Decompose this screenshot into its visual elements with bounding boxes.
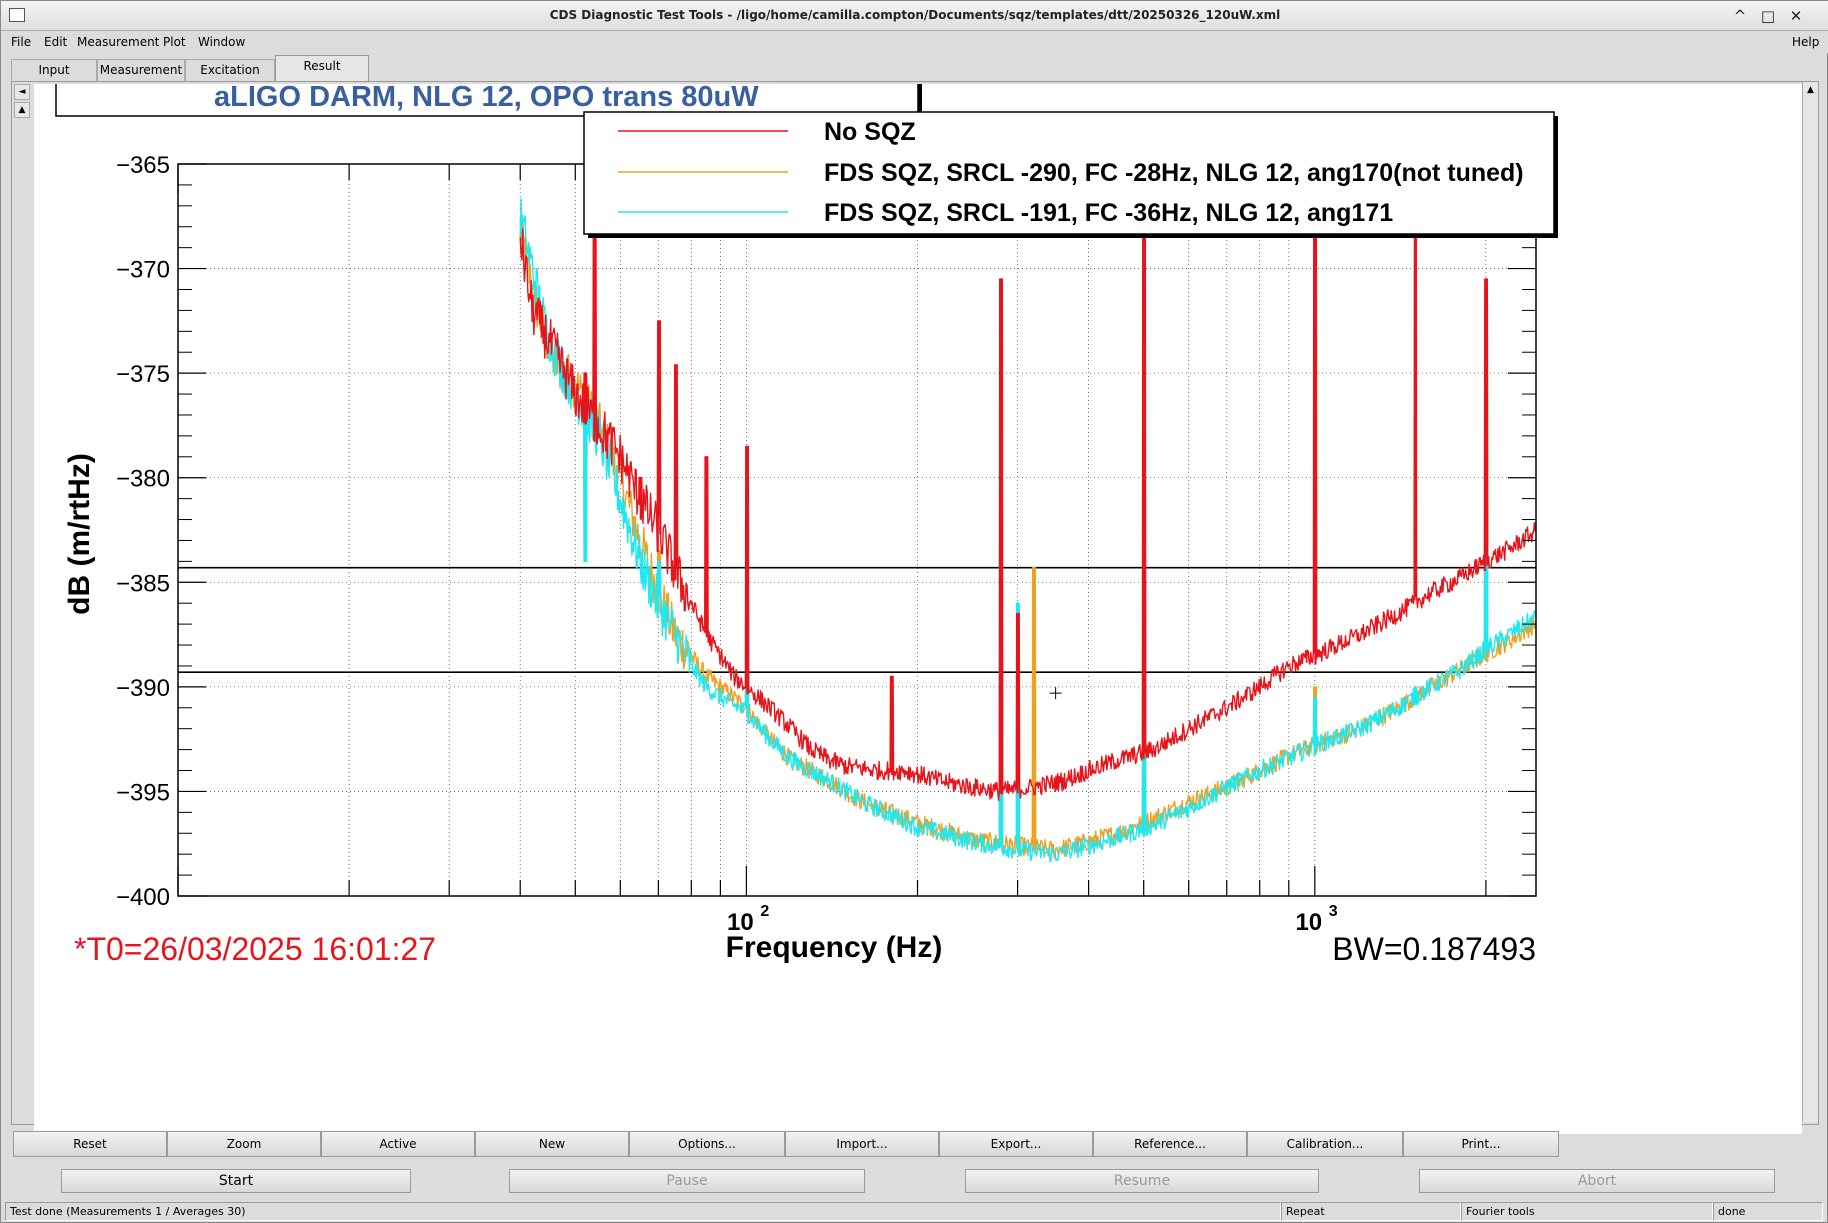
calibration-button[interactable]: Calibration...: [1247, 1131, 1403, 1157]
close-button[interactable]: ✕: [1789, 7, 1803, 25]
t0-annotation: *T0=26/03/2025 16:01:27: [74, 931, 436, 967]
plot-title-box: aLIGO DARM, NLG 12, OPO trans 80uW: [55, 77, 922, 118]
legend-label-no-sqz: No SQZ: [824, 118, 916, 146]
menu-bar: File Edit Measurement Plot Window Help: [1, 31, 1828, 53]
plot-button-row: Reset Zoom Active New Options... Import.…: [13, 1131, 1819, 1157]
y-tick-label: −400: [116, 884, 170, 911]
menu-help[interactable]: Help: [1792, 35, 1820, 49]
y-tick-label: −395: [116, 779, 170, 806]
y-axis-label: dB (m/rtHz): [63, 453, 96, 615]
threshold-lines: [178, 566, 1536, 674]
pad-left-arrow-icon[interactable]: ◄: [14, 84, 30, 100]
status-bar: Test done (Measurements 1 / Averages 30)…: [1, 1201, 1828, 1223]
legend: No SQZ FDS SQZ, SRCL -290, FC -28Hz, NLG…: [583, 111, 1558, 238]
tab-measurement[interactable]: Measurement: [97, 59, 185, 81]
legend-label-fds-sqz-290: FDS SQZ, SRCL -290, FC -28Hz, NLG 12, an…: [824, 159, 1524, 187]
tab-excitation[interactable]: Excitation: [185, 59, 275, 81]
title-bar: CDS Diagnostic Test Tools - /ligo/home/c…: [1, 1, 1828, 31]
menu-plot[interactable]: Plot: [163, 35, 186, 49]
print-button[interactable]: Print...: [1403, 1131, 1559, 1157]
tab-result[interactable]: Result: [275, 55, 369, 81]
y-tick-label: −370: [116, 257, 170, 284]
x-tick-label: 10: [1295, 909, 1322, 936]
bw-annotation: BW=0.187493: [1332, 931, 1536, 967]
active-button[interactable]: Active: [321, 1131, 475, 1157]
status-message: Test done (Measurements 1 / Averages 30): [5, 1202, 1281, 1221]
x-tick-exponent: 2: [760, 903, 769, 920]
x-axis-ticks: 10 2 10 3: [177, 164, 1487, 936]
import-button[interactable]: Import...: [785, 1131, 939, 1157]
legend-label-fds-sqz-191: FDS SQZ, SRCL -191, FC -36Hz, NLG 12, an…: [824, 199, 1393, 227]
plot-traces: [519, 163, 1537, 863]
menu-file[interactable]: File: [11, 35, 32, 49]
y-tick-label: −375: [116, 361, 170, 388]
plot-title: aLIGO DARM, NLG 12, OPO trans 80uW: [214, 84, 759, 113]
plot-frame: [177, 163, 1537, 897]
status-tool: Fourier tools: [1461, 1202, 1713, 1221]
menu-window[interactable]: Window: [198, 35, 246, 49]
y-tick-label: −380: [116, 466, 170, 493]
cursor-marker-icon: [1049, 687, 1062, 700]
export-button[interactable]: Export...: [939, 1131, 1093, 1157]
window-menu-icon[interactable]: [9, 8, 25, 22]
scroll-up-arrow-icon[interactable]: ▲: [1807, 85, 1814, 95]
trace-series-2: [519, 197, 1537, 863]
abort-button[interactable]: Abort: [1419, 1169, 1775, 1193]
start-button[interactable]: Start: [61, 1169, 411, 1193]
spectrum-plot[interactable]: −365−370−375−380−385−390−395−400 10 2 10 3 …: [34, 77, 1802, 1124]
vertical-scrollbar[interactable]: ▲: [1802, 82, 1818, 1122]
options-button[interactable]: Options...: [629, 1131, 785, 1157]
y-tick-label: −390: [116, 675, 170, 702]
new-button[interactable]: New: [475, 1131, 629, 1157]
pause-button[interactable]: Pause: [509, 1169, 865, 1193]
status-state: done: [1713, 1202, 1823, 1221]
minimize-button[interactable]: ^: [1733, 7, 1747, 25]
menu-measurement[interactable]: Measurement: [77, 35, 160, 49]
window-title: CDS Diagnostic Test Tools - /ligo/home/c…: [549, 8, 1281, 22]
reference-button[interactable]: Reference...: [1093, 1131, 1247, 1157]
tab-bar: Input Measurement Excitation Result: [1, 55, 1828, 81]
pad-selector: ◄ ▲: [14, 84, 30, 120]
x-tick-label: 10: [727, 909, 754, 936]
pad-up-arrow-icon[interactable]: ▲: [14, 102, 30, 118]
plot-canvas[interactable]: −365 −370 −375 −380 −385 −390 −395 −400 10 2 10 3 …: [34, 77, 1802, 1134]
tab-input[interactable]: Input: [11, 59, 97, 81]
control-button-row: Start Pause Resume Abort: [1, 1169, 1828, 1195]
maximize-button[interactable]: □: [1760, 7, 1776, 25]
result-panel: ◄ ▲ −365 −370 −375 −380 −385 −390 −395 −400 10 2…: [11, 77, 1819, 1134]
y-axis-ticks: −365 −370 −375 −380 −385 −390 −395 −400: [116, 152, 1536, 911]
menu-edit[interactable]: Edit: [44, 35, 68, 49]
x-tick-exponent: 3: [1329, 903, 1338, 920]
reset-button[interactable]: Reset: [13, 1131, 167, 1157]
resume-button[interactable]: Resume: [965, 1169, 1319, 1193]
y-tick-label: −365: [116, 152, 170, 179]
trace-series-0: [519, 163, 1537, 801]
trace-series-1: [519, 214, 1537, 859]
status-mode: Repeat: [1281, 1202, 1461, 1221]
zoom-button[interactable]: Zoom: [167, 1131, 321, 1157]
plot-grid: [178, 164, 1536, 896]
y-tick-label: −385: [116, 570, 170, 597]
x-axis-label: Frequency (Hz): [726, 931, 943, 964]
